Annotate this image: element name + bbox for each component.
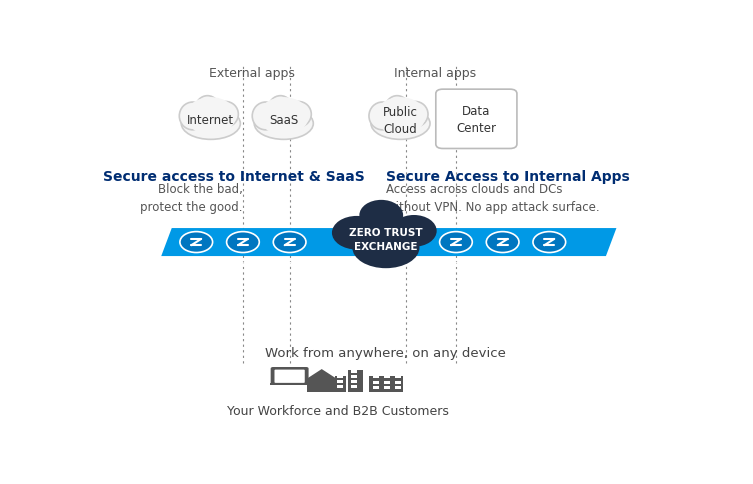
Ellipse shape (258, 98, 309, 136)
Text: SaaS: SaaS (269, 114, 298, 127)
Bar (373, 376, 379, 378)
FancyBboxPatch shape (270, 367, 309, 385)
Polygon shape (161, 228, 617, 257)
Bar (337, 385, 343, 388)
Text: Your Workforce and B2B Customers: Your Workforce and B2B Customers (227, 404, 449, 417)
Bar (351, 375, 358, 378)
Text: ZERO TRUST
EXCHANGE: ZERO TRUST EXCHANGE (349, 227, 422, 252)
Ellipse shape (286, 102, 311, 128)
Circle shape (486, 232, 519, 253)
Text: Work from anywhere, on any device: Work from anywhere, on any device (266, 346, 506, 359)
Bar (373, 381, 379, 384)
Bar (351, 385, 358, 388)
Ellipse shape (371, 108, 430, 140)
Bar (384, 376, 390, 378)
Ellipse shape (359, 200, 403, 231)
Circle shape (227, 232, 259, 253)
Ellipse shape (352, 227, 419, 269)
Text: PARIS: PARIS (492, 261, 514, 267)
Text: Block the bad,
protect the good.: Block the bad, protect the good. (141, 183, 243, 214)
Ellipse shape (391, 215, 437, 247)
Text: Internal apps: Internal apps (395, 66, 477, 79)
Bar (337, 375, 343, 378)
Ellipse shape (179, 103, 206, 131)
Text: Public
Cloud: Public Cloud (383, 106, 418, 136)
Ellipse shape (196, 96, 220, 122)
Bar (285, 383, 294, 384)
Ellipse shape (186, 98, 236, 136)
Polygon shape (303, 369, 340, 381)
Bar (384, 386, 390, 389)
Ellipse shape (213, 102, 239, 128)
Bar (369, 377, 403, 392)
Text: SF: SF (238, 261, 248, 267)
Ellipse shape (403, 102, 428, 128)
Bar (351, 380, 358, 383)
Text: Secure access to Internet & SaaS: Secure access to Internet & SaaS (103, 170, 364, 184)
Text: Data
Center: Data Center (456, 105, 496, 135)
FancyBboxPatch shape (436, 90, 517, 149)
Text: NY: NY (285, 261, 295, 267)
Text: Internet: Internet (187, 114, 234, 127)
Ellipse shape (268, 96, 292, 122)
Text: Secure Access to Internal Apps: Secure Access to Internal Apps (386, 170, 630, 184)
Bar (270, 383, 309, 385)
Bar (337, 380, 343, 383)
Ellipse shape (181, 108, 240, 140)
Bar (335, 377, 346, 392)
FancyBboxPatch shape (275, 370, 305, 383)
Ellipse shape (332, 216, 382, 250)
Ellipse shape (375, 98, 425, 136)
Ellipse shape (385, 96, 409, 122)
Ellipse shape (369, 103, 396, 131)
Text: FRANKFURT: FRANKFURT (527, 261, 572, 267)
Bar (351, 370, 358, 373)
Bar (307, 380, 336, 392)
Bar (384, 381, 390, 384)
Bar (349, 370, 363, 392)
Circle shape (440, 232, 472, 253)
Bar (395, 386, 401, 389)
Circle shape (533, 232, 566, 253)
Text: External apps: External apps (209, 66, 294, 79)
Text: SINGAPORE: SINGAPORE (175, 261, 218, 267)
Ellipse shape (355, 216, 416, 256)
Ellipse shape (255, 108, 313, 140)
Bar (395, 376, 401, 378)
Circle shape (180, 232, 212, 253)
Circle shape (273, 232, 306, 253)
Text: Access across clouds and DCs
without VPN. No app attack surface.: Access across clouds and DCs without VPN… (386, 183, 599, 214)
Text: LONDON: LONDON (440, 261, 472, 267)
Bar (395, 381, 401, 384)
Bar (373, 386, 379, 389)
Ellipse shape (252, 103, 279, 131)
